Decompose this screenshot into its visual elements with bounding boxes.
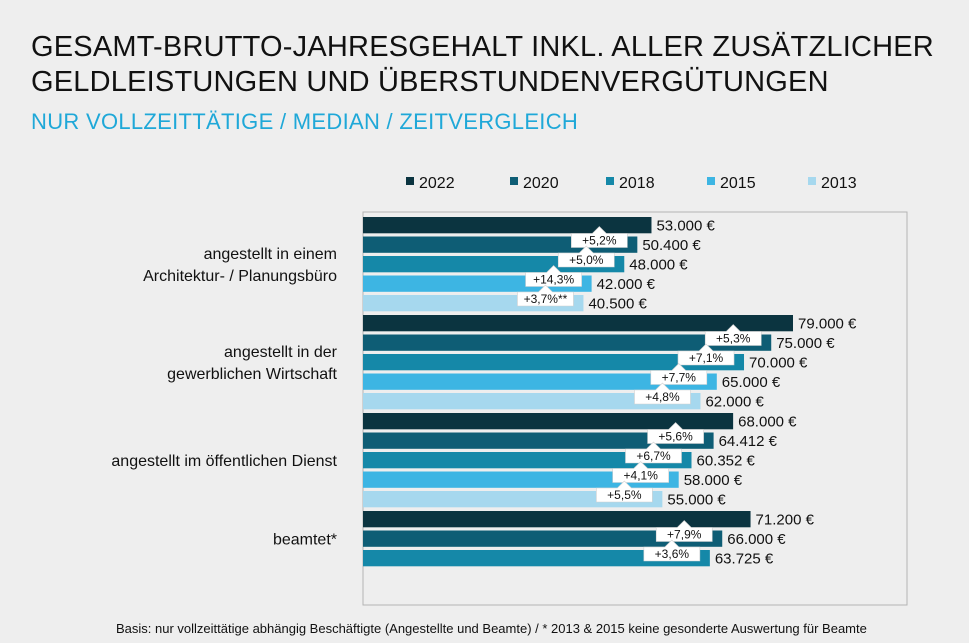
bar-2020 — [363, 236, 638, 253]
bar-value-label: 71.200 € — [756, 511, 815, 528]
category-label: angestellt in der — [224, 344, 338, 361]
change-badge-label: +6,7% — [636, 449, 671, 463]
bar-2018 — [363, 354, 745, 371]
legend-label-2022: 2022 — [419, 175, 455, 192]
change-badge — [517, 284, 574, 307]
legend-swatch-2015 — [707, 177, 715, 185]
footnote: Basis: nur vollzeittätige abhängig Besch… — [116, 621, 867, 636]
change-badge-label: +3,6% — [655, 547, 690, 561]
bar-2020 — [363, 530, 723, 547]
chart-subtitle: NUR VOLLZEITTÄTIGE / MEDIAN / ZEITVERGLE… — [31, 109, 579, 134]
change-badge — [643, 539, 701, 562]
legend-swatch-2020 — [510, 177, 518, 185]
category-label: angestellt in einem — [204, 246, 337, 263]
legend-label-2013: 2013 — [821, 175, 857, 192]
category-label: gewerblichen Wirtschaft — [167, 366, 337, 383]
change-badge-label: +5,0% — [569, 253, 604, 267]
change-badge-label: +4,1% — [624, 469, 659, 483]
change-badge — [571, 226, 628, 248]
category-label: angestellt im öffentlichen Dienst — [111, 453, 337, 470]
bar-value-label: 63.725 € — [715, 550, 774, 567]
legend-label-2018: 2018 — [619, 175, 655, 192]
bar-value-label: 75.000 € — [776, 335, 835, 352]
bar-2018 — [363, 550, 710, 567]
legend-label-2020: 2020 — [523, 175, 559, 192]
bar-value-label: 64.412 € — [719, 433, 778, 450]
legend-swatch-2022 — [406, 177, 414, 185]
change-badge — [525, 265, 582, 287]
bar-value-label: 50.400 € — [642, 237, 701, 254]
change-badge — [655, 520, 713, 542]
bar-value-label: 42.000 € — [597, 276, 656, 293]
bar-value-label: 65.000 € — [722, 374, 781, 391]
bar-2018 — [363, 452, 692, 469]
change-badge — [634, 382, 691, 405]
change-badge — [612, 461, 669, 483]
bar-2013 — [363, 393, 701, 410]
bar-2022 — [363, 511, 751, 528]
change-badge-label: +4,8% — [645, 390, 680, 404]
change-badge — [557, 245, 615, 268]
bar-value-label: 40.500 € — [588, 295, 647, 312]
bar-2015 — [363, 471, 679, 488]
change-badge-label: +3,7%** — [524, 292, 568, 306]
bar-value-label: 62.000 € — [705, 393, 764, 410]
legend-swatch-2018 — [606, 177, 614, 185]
chart-title-line-1: GESAMT-BRUTTO-JAHRESGEHALT INKL. ALLER Z… — [31, 31, 934, 63]
bar-2022 — [363, 315, 793, 332]
change-badge-label: +5,2% — [582, 234, 617, 248]
bar-value-label: 79.000 € — [798, 315, 857, 332]
bar-2020 — [363, 432, 714, 449]
change-badge-label: +7,9% — [667, 528, 702, 542]
bar-value-label: 55.000 € — [667, 491, 726, 508]
bar-value-label: 48.000 € — [629, 256, 688, 273]
chart-title-line-2: GELDLEISTUNGEN UND ÜBERSTUNDENVERGÜTUNGE… — [31, 66, 829, 98]
change-badge — [704, 324, 762, 346]
change-badge-label: +7,1% — [689, 351, 724, 365]
bar-value-label: 60.352 € — [696, 452, 755, 469]
change-badge — [647, 422, 704, 444]
bar-value-label: 70.000 € — [749, 354, 808, 371]
change-badge-label: +5,6% — [658, 430, 693, 444]
change-badge-label: +7,7% — [662, 371, 697, 385]
change-badge-label: +5,3% — [716, 332, 751, 346]
bar-value-label: 58.000 € — [684, 472, 743, 489]
bar-value-label: 53.000 € — [656, 217, 715, 234]
change-badge — [596, 480, 653, 503]
change-badge-label: +14,3% — [533, 273, 574, 287]
change-badge — [677, 343, 735, 366]
category-label: Architektur- / Planungsbüro — [143, 268, 337, 285]
bar-2013 — [363, 491, 663, 508]
change-badge — [625, 441, 682, 464]
bar-value-label: 66.000 € — [727, 531, 786, 548]
legend-swatch-2013 — [808, 177, 816, 185]
bar-value-label: 68.000 € — [738, 413, 797, 430]
change-badge-label: +5,5% — [607, 488, 642, 502]
bar-2022 — [363, 217, 652, 234]
bar-2022 — [363, 413, 734, 430]
chart-title: GESAMT-BRUTTO-JAHRESGEHALT INKL. ALLER Z… — [31, 30, 934, 100]
legend-label-2015: 2015 — [720, 175, 756, 192]
change-badge — [650, 363, 708, 385]
bar-2015 — [363, 373, 717, 390]
bar-2020 — [363, 334, 772, 351]
category-label: beamtet* — [273, 531, 337, 548]
